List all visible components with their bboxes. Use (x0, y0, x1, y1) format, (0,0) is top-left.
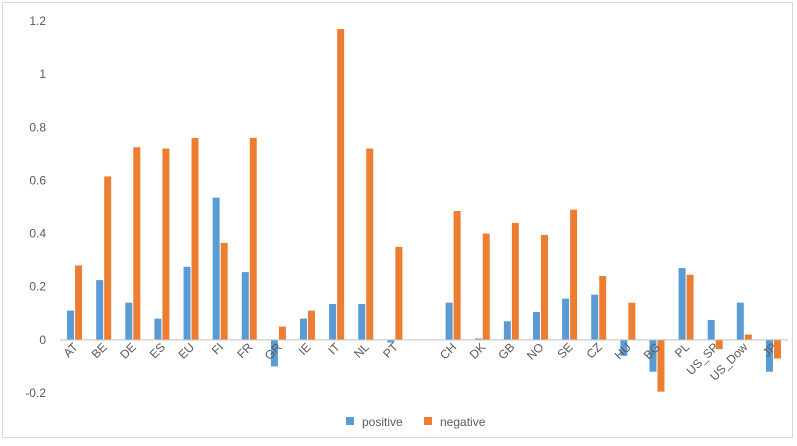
bar-negative-GB (512, 223, 519, 340)
bar-negative-GR (279, 327, 286, 340)
bar-negative-DK (483, 234, 490, 340)
bar-positive-IT (329, 304, 336, 340)
bar-negative-PT (395, 247, 402, 340)
bar-negative-CZ (599, 276, 606, 340)
legend-swatch-positive (346, 417, 354, 425)
bar-negative-DE (133, 147, 140, 340)
bar-negative-NO (541, 235, 548, 340)
bar-positive-FR (242, 272, 249, 340)
bar-positive-US_Dow (737, 303, 744, 340)
bar-negative-FI (221, 243, 228, 340)
bar-positive-BE (96, 280, 103, 340)
bar-negative-FR (250, 138, 257, 340)
y-tick-label: 0.6 (29, 173, 46, 187)
y-tick-label: 0 (39, 333, 46, 347)
bar-positive-IE (300, 319, 307, 340)
bar-negative-CH (454, 211, 461, 340)
bar-positive-FI (213, 198, 220, 340)
bar-negative-AT (75, 265, 82, 339)
y-tick-label: 1 (39, 67, 46, 81)
bar-negative-IE (308, 311, 315, 340)
chart-border (3, 3, 793, 438)
y-tick-label: 0.4 (29, 227, 46, 241)
bar-positive-NO (533, 312, 540, 340)
legend-label-positive: positive (362, 415, 403, 429)
bar-negative-EU (192, 138, 199, 340)
y-tick-label: 0.2 (29, 280, 46, 294)
bar-negative-PL (687, 275, 694, 340)
bar-positive-EU (184, 267, 191, 340)
legend-label-negative: negative (440, 415, 486, 429)
bar-negative-ES (162, 149, 169, 340)
bar-positive-GB (504, 321, 511, 340)
bar-negative-BE (104, 176, 111, 339)
bar-positive-DE (125, 303, 132, 340)
bar-positive-US_SP (708, 320, 715, 340)
bar-positive-CH (446, 303, 453, 340)
bar-negative-US_Dow (745, 335, 752, 340)
bar-negative-IT (337, 29, 344, 340)
bar-positive-ES (154, 319, 161, 340)
bar-positive-PL (679, 268, 686, 340)
legend-swatch-negative (424, 417, 432, 425)
bar-negative-NL (366, 149, 373, 340)
y-tick-label: -0.2 (25, 386, 46, 400)
y-tick-label: 0.8 (29, 120, 46, 134)
bar-positive-NL (358, 304, 365, 340)
bar-negative-SE (570, 210, 577, 340)
bar-positive-AT (67, 311, 74, 340)
y-tick-label: 1.2 (29, 14, 46, 28)
bar-positive-SE (562, 299, 569, 340)
bar-negative-HU (628, 303, 635, 340)
bar-positive-CZ (591, 295, 598, 340)
